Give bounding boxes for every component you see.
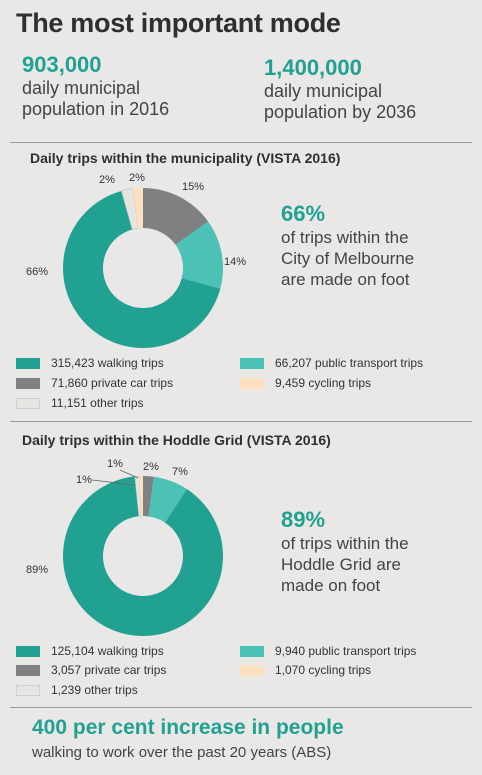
slice-label-private-car: 15% <box>182 181 204 193</box>
chart2-stat-line2: Hoddle Grid are <box>281 555 402 574</box>
slice-label-private-car: 2% <box>143 461 159 473</box>
population-2016-line1: daily municipal <box>22 78 141 98</box>
chart2-stat: 89% of trips within the Hoddle Grid are … <box>281 507 409 596</box>
population-2036-line1: daily municipal <box>264 81 383 101</box>
chart1-stat-line1: of trips within the <box>281 228 409 247</box>
divider-middle <box>10 421 472 422</box>
chart2-stat-line1: of trips within the <box>281 534 409 553</box>
divider-bottom <box>10 707 472 708</box>
divider-top <box>10 142 472 143</box>
population-2036-block: 1,400,000 daily municipal population by … <box>264 55 416 123</box>
donut-slice-private-car <box>143 476 154 517</box>
chart1-stat-line3: are made on foot <box>281 270 410 289</box>
page-title: The most important mode <box>16 8 341 38</box>
slice-label-cycling: 1% <box>107 458 123 470</box>
chart1-legend-private-car: 71,860 private car trips <box>16 376 173 390</box>
population-2016-value: 903,000 <box>22 52 102 77</box>
chart1-stat-line2: City of Melbourne <box>281 249 415 268</box>
slice-leader-line <box>91 479 136 486</box>
donut-slice-cycling <box>139 476 143 517</box>
slice-label-walking: 66% <box>26 266 48 278</box>
slice-label-walking: 89% <box>26 564 48 576</box>
population-2036-value: 1,400,000 <box>264 55 362 80</box>
footer-subtext: walking to work over the past 20 years (… <box>32 744 332 761</box>
population-2016-block: 903,000 daily municipal population in 20… <box>22 52 169 120</box>
chart2-title: Daily trips within the Hoddle Grid (VIST… <box>22 432 331 448</box>
donut-slice-public-transport <box>148 476 187 523</box>
legend-label: 11,151 other trips <box>51 396 144 410</box>
chart1-legend-cycling: 9,459 cycling trips <box>240 376 371 390</box>
chart1-stat: 66% of trips within the City of Melbourn… <box>281 201 414 290</box>
legend-label: 3,057 private car trips <box>51 663 167 677</box>
legend-label: 1,070 cycling trips <box>275 663 372 677</box>
legend-label: 66,207 public transport trips <box>275 356 424 370</box>
chart1-legend-other: 11,151 other trips <box>16 396 144 410</box>
legend-swatch-other <box>16 397 40 409</box>
donut-slice-cycling <box>132 188 143 229</box>
legend-label: 125,104 walking trips <box>51 644 164 658</box>
legend-swatch-cycling <box>240 377 264 389</box>
chart2-legend-cycling: 1,070 cycling trips <box>240 663 371 677</box>
legend-label: 1,239 other trips <box>51 683 138 697</box>
slice-label-public-transport: 7% <box>172 466 188 478</box>
legend-label: 315,423 walking trips <box>51 356 164 370</box>
population-2036-line2: population by 2036 <box>264 102 417 122</box>
chart1-legend-walking: 315,423 walking trips <box>16 356 164 370</box>
legend-swatch-public-transport <box>240 645 264 657</box>
legend-swatch-other <box>16 684 40 696</box>
chart2-legend-walking: 125,104 walking trips <box>16 644 164 658</box>
population-2016-line2: population in 2016 <box>22 99 170 119</box>
donut-slice-other <box>121 188 139 230</box>
chart1-legend-public-transport: 66,207 public transport trips <box>240 356 423 370</box>
donut-slice-private-car <box>143 188 209 245</box>
donut-slice-public-transport <box>175 221 223 289</box>
donut-slice-walking <box>63 476 224 636</box>
chart2-stat-line3: made on foot <box>281 576 381 595</box>
chart1-title: Daily trips within the municipality (VIS… <box>30 150 341 166</box>
slice-label-public-transport: 14% <box>224 256 246 268</box>
legend-swatch-cycling <box>240 664 264 676</box>
chart2-legend-public-transport: 9,940 public transport trips <box>240 644 416 658</box>
legend-label: 9,459 cycling trips <box>275 376 372 390</box>
legend-swatch-private-car <box>16 377 40 389</box>
slice-label-other: 2% <box>99 174 115 186</box>
donut-slice-other <box>134 475 142 517</box>
chart1-stat-value: 66% <box>281 201 326 226</box>
slice-leader-line <box>119 469 139 479</box>
legend-label: 71,860 private car trips <box>51 376 174 390</box>
donut-slice-walking <box>63 190 221 348</box>
legend-swatch-private-car <box>16 664 40 676</box>
chart2-legend-other: 1,239 other trips <box>16 683 138 697</box>
legend-label: 9,940 public transport trips <box>275 644 417 658</box>
chart2-stat-value: 89% <box>281 507 326 532</box>
slice-label-other: 1% <box>76 474 92 486</box>
chart2-legend-private-car: 3,057 private car trips <box>16 663 166 677</box>
legend-swatch-public-transport <box>240 357 264 369</box>
slice-label-cycling: 2% <box>129 172 145 184</box>
legend-swatch-walking <box>16 357 40 369</box>
footer-headline: 400 per cent increase in people <box>32 716 344 739</box>
legend-swatch-walking <box>16 645 40 657</box>
